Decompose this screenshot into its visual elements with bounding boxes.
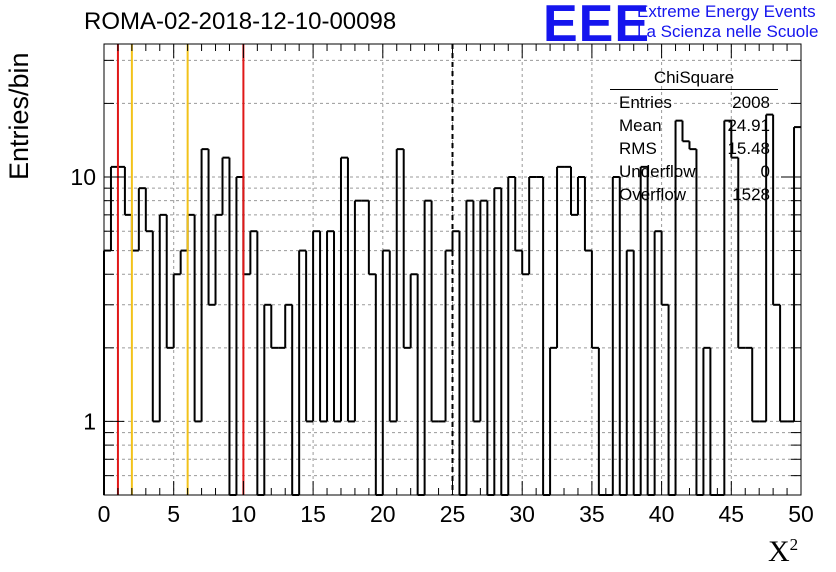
stats-row: Underflow 0 bbox=[610, 160, 778, 183]
x-tick-label: 10 bbox=[231, 501, 257, 527]
stats-value: 1528 bbox=[732, 185, 770, 204]
x-tick-label: 40 bbox=[649, 501, 675, 527]
x-axis-label-base: X bbox=[768, 535, 790, 568]
x-tick-label: 20 bbox=[370, 501, 396, 527]
stats-value: 15.48 bbox=[727, 139, 770, 158]
y-axis-ticks: 1 10 bbox=[70, 59, 801, 496]
x-tick-label: 30 bbox=[509, 501, 535, 527]
stats-row: Mean 24.91 bbox=[610, 114, 778, 137]
stats-title: ChiSquare bbox=[610, 66, 778, 90]
stats-value: 2008 bbox=[732, 93, 770, 112]
stats-box: ChiSquare Entries 2008 Mean 24.91 RMS 15.48… bbox=[610, 66, 778, 206]
chart-title: ROMA-02-2018-12-10-00098 bbox=[84, 8, 397, 35]
stats-row: RMS 15.48 bbox=[610, 137, 778, 160]
stats-row: Entries 2008 bbox=[610, 91, 778, 114]
stats-value: 24.91 bbox=[727, 116, 770, 135]
logo-line-2: La Scienza nelle Scuole bbox=[637, 22, 819, 41]
stats-label: RMS bbox=[619, 139, 657, 158]
x-tick-label: 5 bbox=[167, 501, 180, 527]
eee-logo: EEE bbox=[543, 0, 651, 53]
x-tick-label: 0 bbox=[98, 501, 111, 527]
marker-lines bbox=[116, 44, 454, 495]
stats-label: Mean bbox=[619, 116, 662, 135]
y-axis-label: Entries/bin bbox=[4, 52, 34, 180]
x-axis-label-superscript: 2 bbox=[789, 535, 799, 554]
x-tick-label: 45 bbox=[719, 501, 745, 527]
logo-line-1: Extreme Energy Events bbox=[637, 2, 816, 21]
stats-row: Overflow 1528 bbox=[610, 183, 778, 206]
x-tick-label: 25 bbox=[440, 501, 466, 527]
stats-value: 0 bbox=[760, 162, 770, 181]
x-tick-label: 15 bbox=[300, 501, 326, 527]
stats-label: Underflow bbox=[619, 162, 696, 181]
stats-label: Overflow bbox=[619, 185, 687, 204]
x-tick-label: 35 bbox=[579, 501, 605, 527]
y-tick-label: 10 bbox=[70, 164, 96, 190]
histogram-bars bbox=[103, 113, 801, 496]
y-tick-label: 1 bbox=[83, 408, 96, 434]
stats-label: Entries bbox=[619, 93, 672, 112]
x-axis-label: X2 bbox=[768, 535, 798, 569]
logo-caption: Extreme Energy Events La Scienza nelle S… bbox=[637, 2, 818, 42]
x-axis-ticks: 0 5 10 15 20 25 30 35 40 45 50 bbox=[98, 44, 814, 527]
x-tick-label: 50 bbox=[788, 501, 814, 527]
